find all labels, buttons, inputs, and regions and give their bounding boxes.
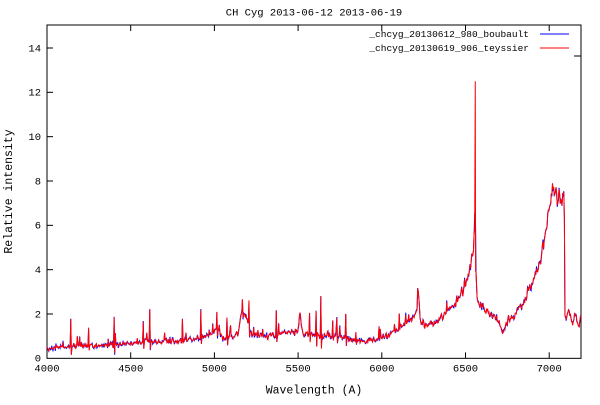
- svg-text:4500: 4500: [118, 364, 143, 376]
- svg-text:6500: 6500: [453, 364, 478, 376]
- svg-text:14: 14: [28, 43, 41, 55]
- svg-text:CH Cyg 2013-06-12 2013-06-19: CH Cyg 2013-06-12 2013-06-19: [226, 8, 402, 20]
- svg-text:Relative intensity: Relative intensity: [3, 129, 16, 253]
- svg-text:_chcyg_20130619_906_teyssier: _chcyg_20130619_906_teyssier: [368, 43, 529, 54]
- svg-text:5000: 5000: [202, 364, 227, 376]
- svg-text:Wavelength (A): Wavelength (A): [266, 385, 363, 398]
- svg-text:4: 4: [35, 265, 41, 277]
- svg-text:6000: 6000: [369, 364, 394, 376]
- svg-text:5500: 5500: [285, 364, 310, 376]
- svg-text:8: 8: [35, 176, 41, 188]
- svg-text:0: 0: [35, 354, 41, 366]
- svg-text:2: 2: [35, 309, 41, 321]
- svg-text:12: 12: [28, 88, 41, 100]
- svg-text:10: 10: [28, 132, 41, 144]
- svg-text:7000: 7000: [537, 364, 562, 376]
- svg-text:_chcyg_20130612_980_boubault: _chcyg_20130612_980_boubault: [368, 29, 529, 40]
- svg-text:6: 6: [35, 221, 41, 233]
